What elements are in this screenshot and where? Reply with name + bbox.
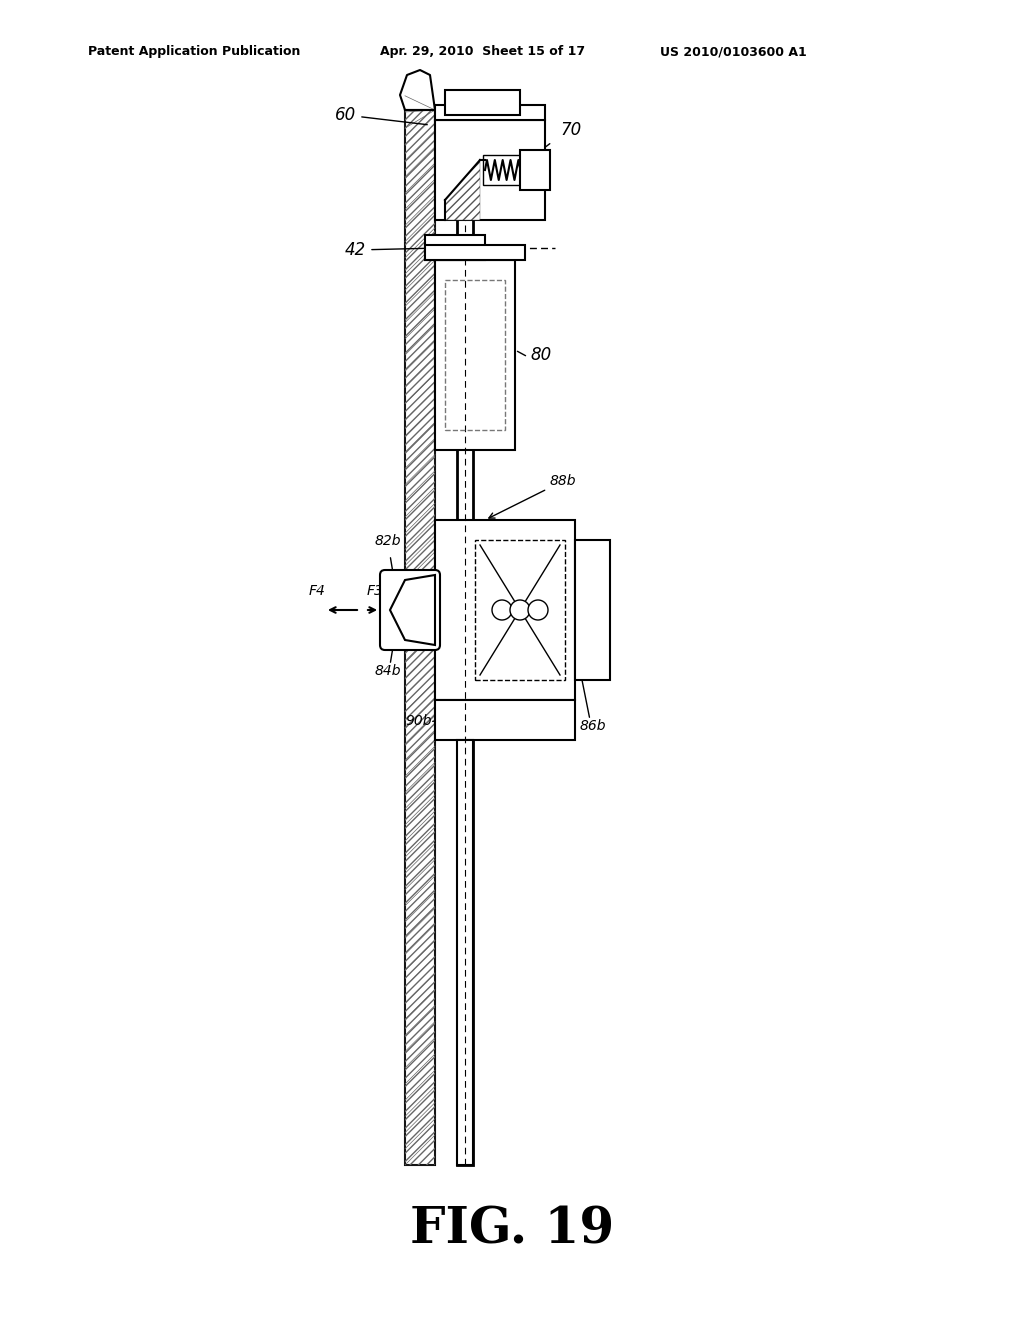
Bar	[475, 540, 565, 680]
Bar	[435, 520, 575, 700]
Bar	[435, 260, 515, 450]
Polygon shape	[445, 160, 480, 220]
Text: 80: 80	[530, 346, 551, 364]
Bar	[445, 280, 505, 430]
Bar	[483, 154, 542, 185]
Circle shape	[492, 601, 512, 620]
Text: 82b: 82b	[375, 535, 401, 548]
Polygon shape	[390, 576, 435, 645]
Text: 86b: 86b	[580, 719, 606, 733]
Text: 42: 42	[345, 242, 437, 259]
Bar	[435, 700, 575, 741]
Text: 84b: 84b	[375, 664, 401, 678]
Text: FIG. 19: FIG. 19	[410, 1205, 614, 1254]
Bar	[520, 150, 550, 190]
Text: 90b: 90b	[406, 714, 431, 729]
Text: 92b: 92b	[565, 579, 592, 593]
Bar	[575, 540, 610, 680]
Text: F3: F3	[367, 583, 383, 598]
Text: Apr. 29, 2010  Sheet 15 of 17: Apr. 29, 2010 Sheet 15 of 17	[380, 45, 585, 58]
Bar	[457, 741, 473, 1166]
Bar	[406, 110, 435, 1166]
Bar	[425, 246, 525, 260]
Bar	[406, 110, 435, 1166]
Text: 88b: 88b	[488, 474, 577, 517]
Text: US 2010/0103600 A1: US 2010/0103600 A1	[660, 45, 807, 58]
Bar	[435, 120, 545, 220]
Text: 70: 70	[560, 121, 582, 139]
Circle shape	[528, 601, 548, 620]
Bar	[445, 90, 520, 115]
Circle shape	[510, 601, 530, 620]
Text: 60: 60	[335, 106, 427, 124]
FancyBboxPatch shape	[380, 570, 440, 649]
Text: Patent Application Publication: Patent Application Publication	[88, 45, 300, 58]
Text: F4: F4	[308, 583, 326, 598]
Bar	[457, 110, 473, 1166]
Bar	[425, 235, 485, 260]
Bar	[435, 106, 545, 120]
